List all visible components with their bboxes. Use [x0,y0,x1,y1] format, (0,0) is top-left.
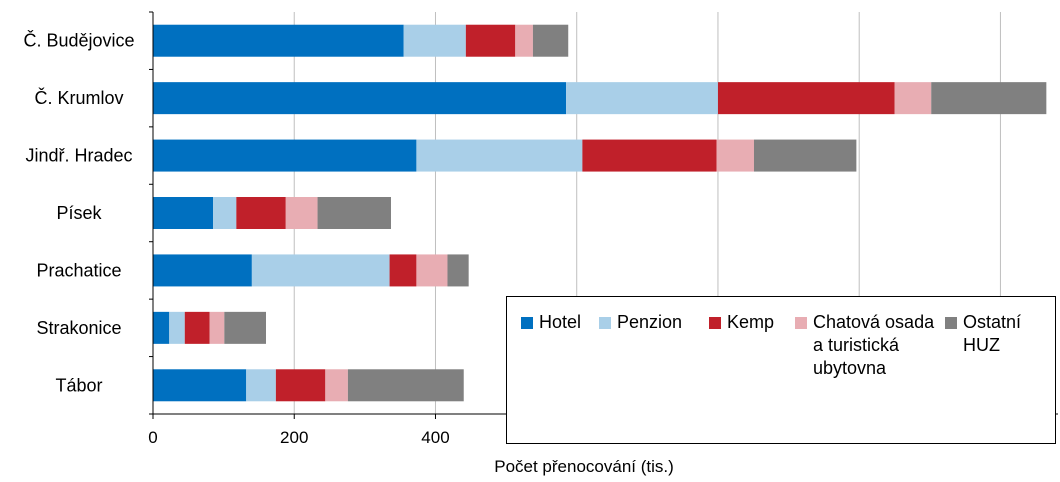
x-tick-label: 200 [280,428,308,447]
bar-segment [325,369,348,402]
bar-segment [347,369,464,402]
legend-item: Chatová osada a turistická ubytovna [795,311,934,380]
bar-segment [275,369,326,402]
bar-segment [515,24,533,57]
bar-segment [416,254,448,287]
bar-segment [224,311,266,344]
bar-segment [716,139,754,172]
category-label: Č. Budějovice [23,30,134,51]
bar-segment [416,139,583,172]
bar-segment [465,24,516,57]
legend-item: Hotel [521,311,581,334]
bar-segment [532,24,569,57]
bar-segment [251,254,390,287]
legend-label: Kemp [727,312,775,332]
category-labels: Č. Budějovice Č. Krumlov Jindř. Hradec Píse… [23,30,134,396]
x-axis-title: Počet přenocování (tis.) [494,457,674,476]
bar-segment [447,254,469,287]
bar-segment [153,197,214,229]
legend-label: Chatová osada a turistická ubytovna [813,312,935,378]
bar-segment [717,82,895,115]
category-label: Tábor [55,375,102,395]
bar-segment [236,197,286,229]
legend-item: Kemp [709,311,774,334]
bar-segment [931,82,1047,115]
legend-item: Penzion [599,311,682,334]
grid-lines [293,12,1001,414]
legend-swatch [795,317,807,329]
bar-segment [209,311,225,344]
bar-segment [153,311,170,344]
bar-segment [582,139,717,172]
x-tick-label: 400 [421,428,449,447]
legend-swatch [709,317,721,329]
category-label: Písek [56,203,102,223]
legend-swatch [521,317,533,329]
x-tick-label: 0 [148,428,157,447]
bar-segment [753,139,857,172]
bar-segment [153,24,404,57]
bar-segment [184,311,210,344]
legend-label: Penzion [617,312,683,332]
legend-label: Hotel [539,312,582,332]
bar-segment [169,311,185,344]
bar-segment [153,254,252,287]
category-label: Č. Krumlov [34,87,123,108]
legend-swatch [945,317,957,329]
legend-label: Ostatní HUZ [963,312,1022,355]
category-label: Jindř. Hradec [25,146,132,166]
bar-segment [403,24,466,57]
bar-segment [213,197,237,229]
bar-segment [153,369,247,402]
legend-swatch [599,317,611,329]
bars [153,24,1047,402]
bar-segment [317,197,391,229]
bar-segment [285,197,318,229]
legend-item: Ostatní HUZ [945,311,1021,357]
bar-segment [153,139,417,172]
bar-segment [246,369,276,402]
bar-segment [894,82,932,115]
category-label: Prachatice [36,260,121,280]
category-label: Strakonice [36,318,121,338]
legend: Hotel Penzion Kemp Chatová osada a turistic… [506,296,1056,444]
bar-segment [566,82,718,115]
bar-segment [153,82,567,115]
bar-segment [389,254,417,287]
